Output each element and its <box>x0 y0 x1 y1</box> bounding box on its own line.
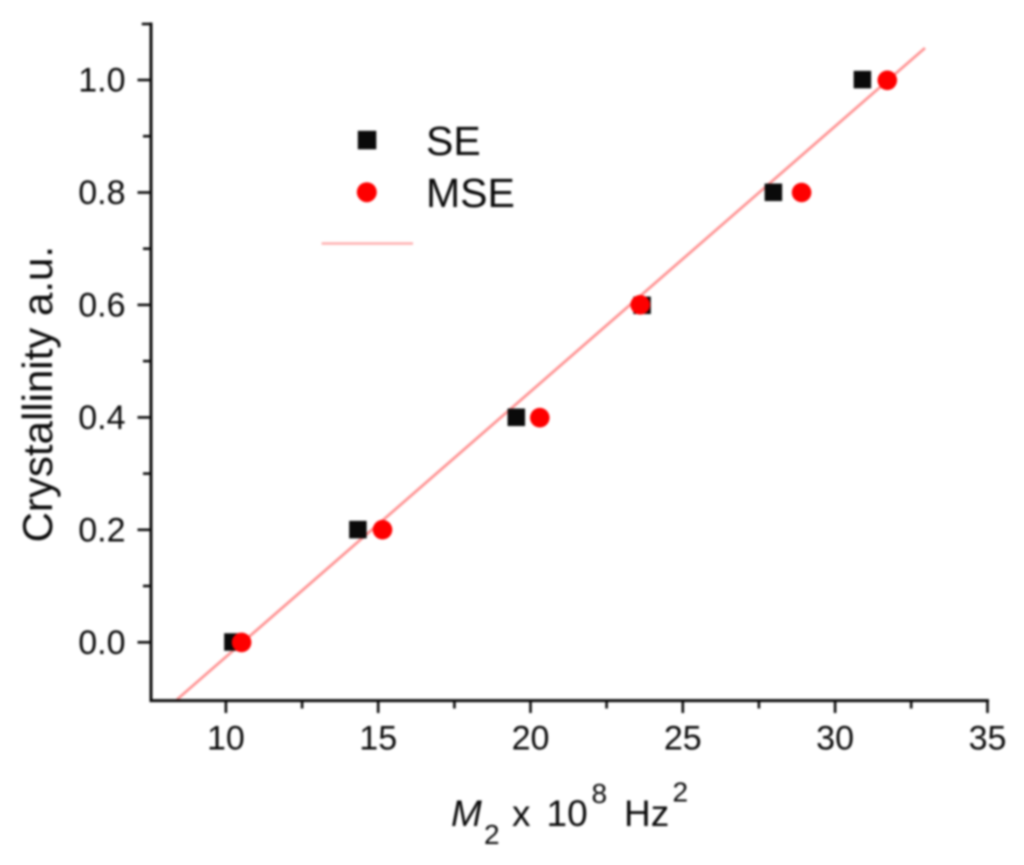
svg-text:0.4: 0.4 <box>78 399 125 437</box>
svg-text:0.2: 0.2 <box>78 511 125 549</box>
svg-text:2: 2 <box>484 819 500 850</box>
svg-text:30: 30 <box>816 720 854 758</box>
svg-text:10: 10 <box>547 793 588 834</box>
svg-text:M: M <box>451 793 482 834</box>
svg-text:10: 10 <box>207 720 245 758</box>
svg-text:1.0: 1.0 <box>78 62 125 100</box>
svg-text:35: 35 <box>969 720 1007 758</box>
svg-text:15: 15 <box>359 720 397 758</box>
svg-text:0.0: 0.0 <box>78 624 125 662</box>
svg-text:Crystallinity a.u.: Crystallinity a.u. <box>14 246 61 542</box>
svg-text:0.8: 0.8 <box>78 174 125 212</box>
svg-text:Hz: Hz <box>624 793 669 834</box>
svg-text:MSE: MSE <box>426 170 515 216</box>
svg-text:SE: SE <box>426 118 481 164</box>
svg-text:0.6: 0.6 <box>78 286 125 324</box>
svg-text:2: 2 <box>673 777 689 808</box>
svg-text:x: x <box>512 793 531 834</box>
svg-text:8: 8 <box>592 778 608 809</box>
svg-text:25: 25 <box>664 720 702 758</box>
svg-text:20: 20 <box>512 720 550 758</box>
